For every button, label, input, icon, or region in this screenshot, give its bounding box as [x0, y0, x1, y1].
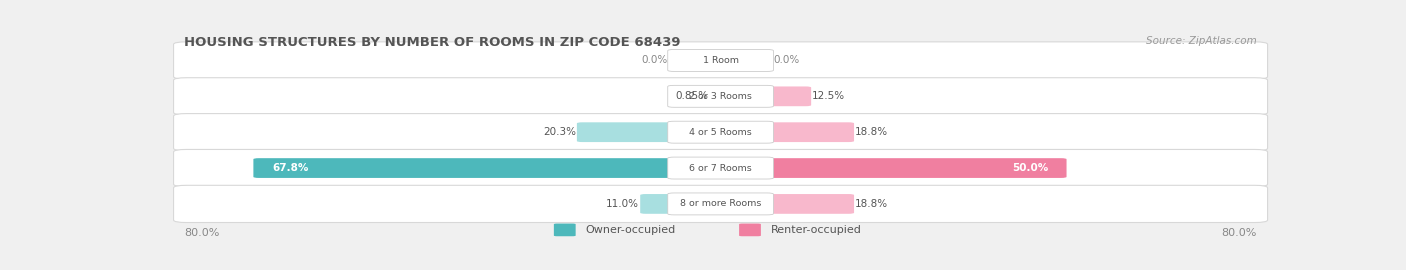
Text: Renter-occupied: Renter-occupied — [770, 225, 862, 235]
Text: 8 or more Rooms: 8 or more Rooms — [681, 200, 761, 208]
FancyBboxPatch shape — [640, 194, 725, 214]
FancyBboxPatch shape — [554, 224, 575, 236]
Text: 67.8%: 67.8% — [271, 163, 308, 173]
FancyBboxPatch shape — [173, 114, 1268, 151]
Text: 2 or 3 Rooms: 2 or 3 Rooms — [689, 92, 752, 101]
Text: Owner-occupied: Owner-occupied — [585, 225, 676, 235]
Text: 18.8%: 18.8% — [855, 199, 889, 209]
Text: 0.0%: 0.0% — [641, 55, 668, 65]
Text: 18.8%: 18.8% — [855, 127, 889, 137]
FancyBboxPatch shape — [173, 185, 1268, 222]
Text: 20.3%: 20.3% — [543, 127, 576, 137]
FancyBboxPatch shape — [173, 150, 1268, 187]
FancyBboxPatch shape — [668, 121, 773, 143]
FancyBboxPatch shape — [716, 158, 1067, 178]
Text: 11.0%: 11.0% — [606, 199, 640, 209]
Text: 50.0%: 50.0% — [1012, 163, 1047, 173]
FancyBboxPatch shape — [716, 122, 853, 142]
Text: Source: ZipAtlas.com: Source: ZipAtlas.com — [1146, 36, 1257, 46]
FancyBboxPatch shape — [668, 49, 773, 72]
Text: 1 Room: 1 Room — [703, 56, 738, 65]
FancyBboxPatch shape — [668, 193, 773, 215]
Text: 12.5%: 12.5% — [813, 91, 845, 101]
FancyBboxPatch shape — [716, 86, 811, 106]
Text: 0.0%: 0.0% — [773, 55, 800, 65]
Text: 80.0%: 80.0% — [1222, 228, 1257, 238]
FancyBboxPatch shape — [716, 194, 853, 214]
Text: HOUSING STRUCTURES BY NUMBER OF ROOMS IN ZIP CODE 68439: HOUSING STRUCTURES BY NUMBER OF ROOMS IN… — [184, 36, 681, 49]
FancyBboxPatch shape — [668, 157, 773, 179]
Text: 4 or 5 Rooms: 4 or 5 Rooms — [689, 128, 752, 137]
FancyBboxPatch shape — [173, 78, 1268, 115]
FancyBboxPatch shape — [668, 85, 773, 107]
FancyBboxPatch shape — [173, 42, 1268, 79]
Text: 0.85%: 0.85% — [675, 91, 709, 101]
FancyBboxPatch shape — [253, 158, 725, 178]
Text: 80.0%: 80.0% — [184, 228, 219, 238]
FancyBboxPatch shape — [740, 224, 761, 236]
FancyBboxPatch shape — [710, 86, 725, 106]
Text: 6 or 7 Rooms: 6 or 7 Rooms — [689, 164, 752, 173]
FancyBboxPatch shape — [576, 122, 725, 142]
